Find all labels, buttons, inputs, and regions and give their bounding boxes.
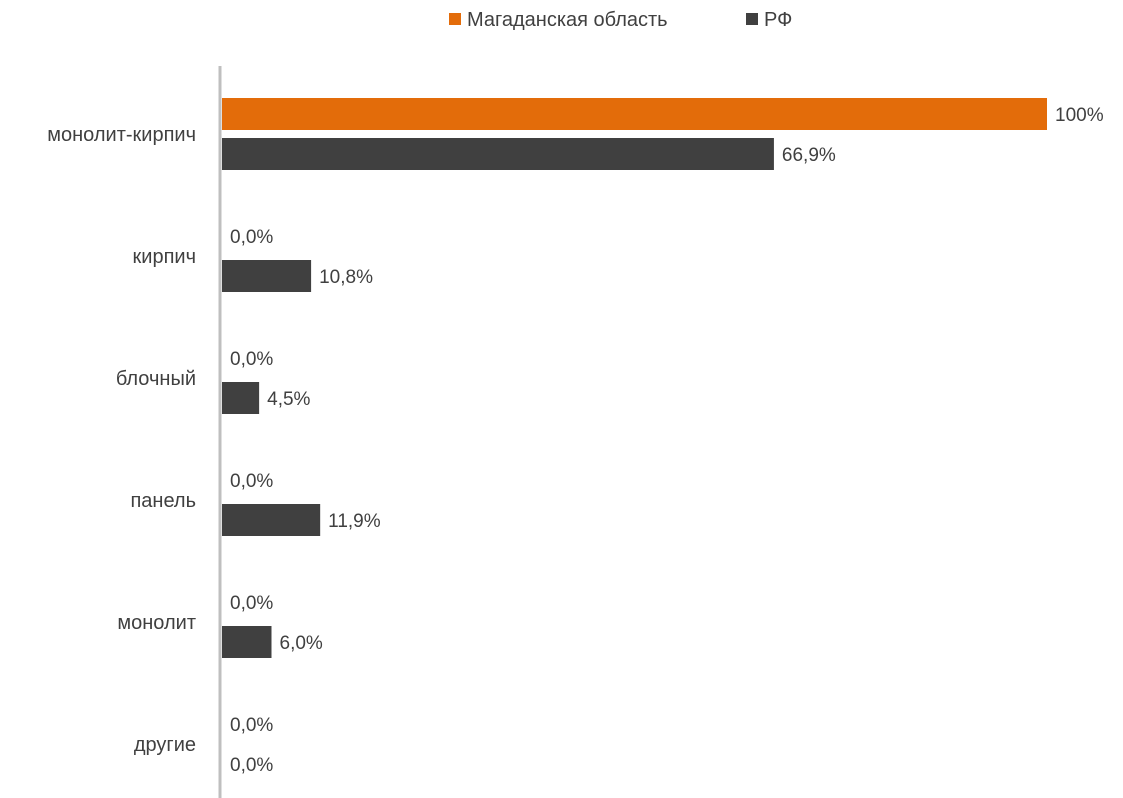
- category-label: блочный: [116, 368, 196, 390]
- legend-swatch-1: [449, 13, 461, 25]
- category-label: монолит-кирпич: [47, 124, 196, 146]
- data-label-rf: 4,5%: [267, 389, 310, 410]
- data-label-rf: 66,9%: [782, 145, 836, 166]
- data-label-region: 100%: [1055, 105, 1104, 126]
- category-label: другие: [134, 734, 196, 756]
- category-labels: монолит-кирпич кирпич блочный панель монолит…: [47, 124, 196, 756]
- data-label-region: 0,0%: [230, 593, 273, 614]
- bar-rf: [222, 260, 312, 292]
- category-label: панель: [130, 490, 196, 512]
- bar-series: [222, 98, 1047, 658]
- category-label: монолит: [117, 612, 196, 634]
- data-label-region: 0,0%: [230, 349, 273, 370]
- legend-label-1: Магаданская область: [467, 9, 668, 31]
- data-label-rf: 6,0%: [280, 633, 323, 654]
- category-label: кирпич: [133, 246, 196, 268]
- legend-label-2: РФ: [764, 9, 792, 31]
- data-labels: 100% 66,9% 0,0% 10,8% 0,0% 4,5% 0,0% 11,9% 0,0% 6…: [230, 105, 1104, 776]
- data-label-rf: 10,8%: [319, 267, 373, 288]
- data-label-rf: 11,9%: [328, 511, 381, 532]
- bar-rf: [222, 504, 321, 536]
- bar-rf: [222, 382, 260, 414]
- data-label-region: 0,0%: [230, 227, 273, 248]
- bar-region: [222, 98, 1047, 130]
- data-label-region: 0,0%: [230, 471, 273, 492]
- bar-rf: [222, 626, 272, 658]
- legend-swatch-2: [746, 13, 758, 25]
- chart-legend: Магаданская область РФ: [449, 9, 792, 31]
- bar-rf: [222, 138, 774, 170]
- data-label-region: 0,0%: [230, 715, 273, 736]
- data-label-rf: 0,0%: [230, 755, 273, 776]
